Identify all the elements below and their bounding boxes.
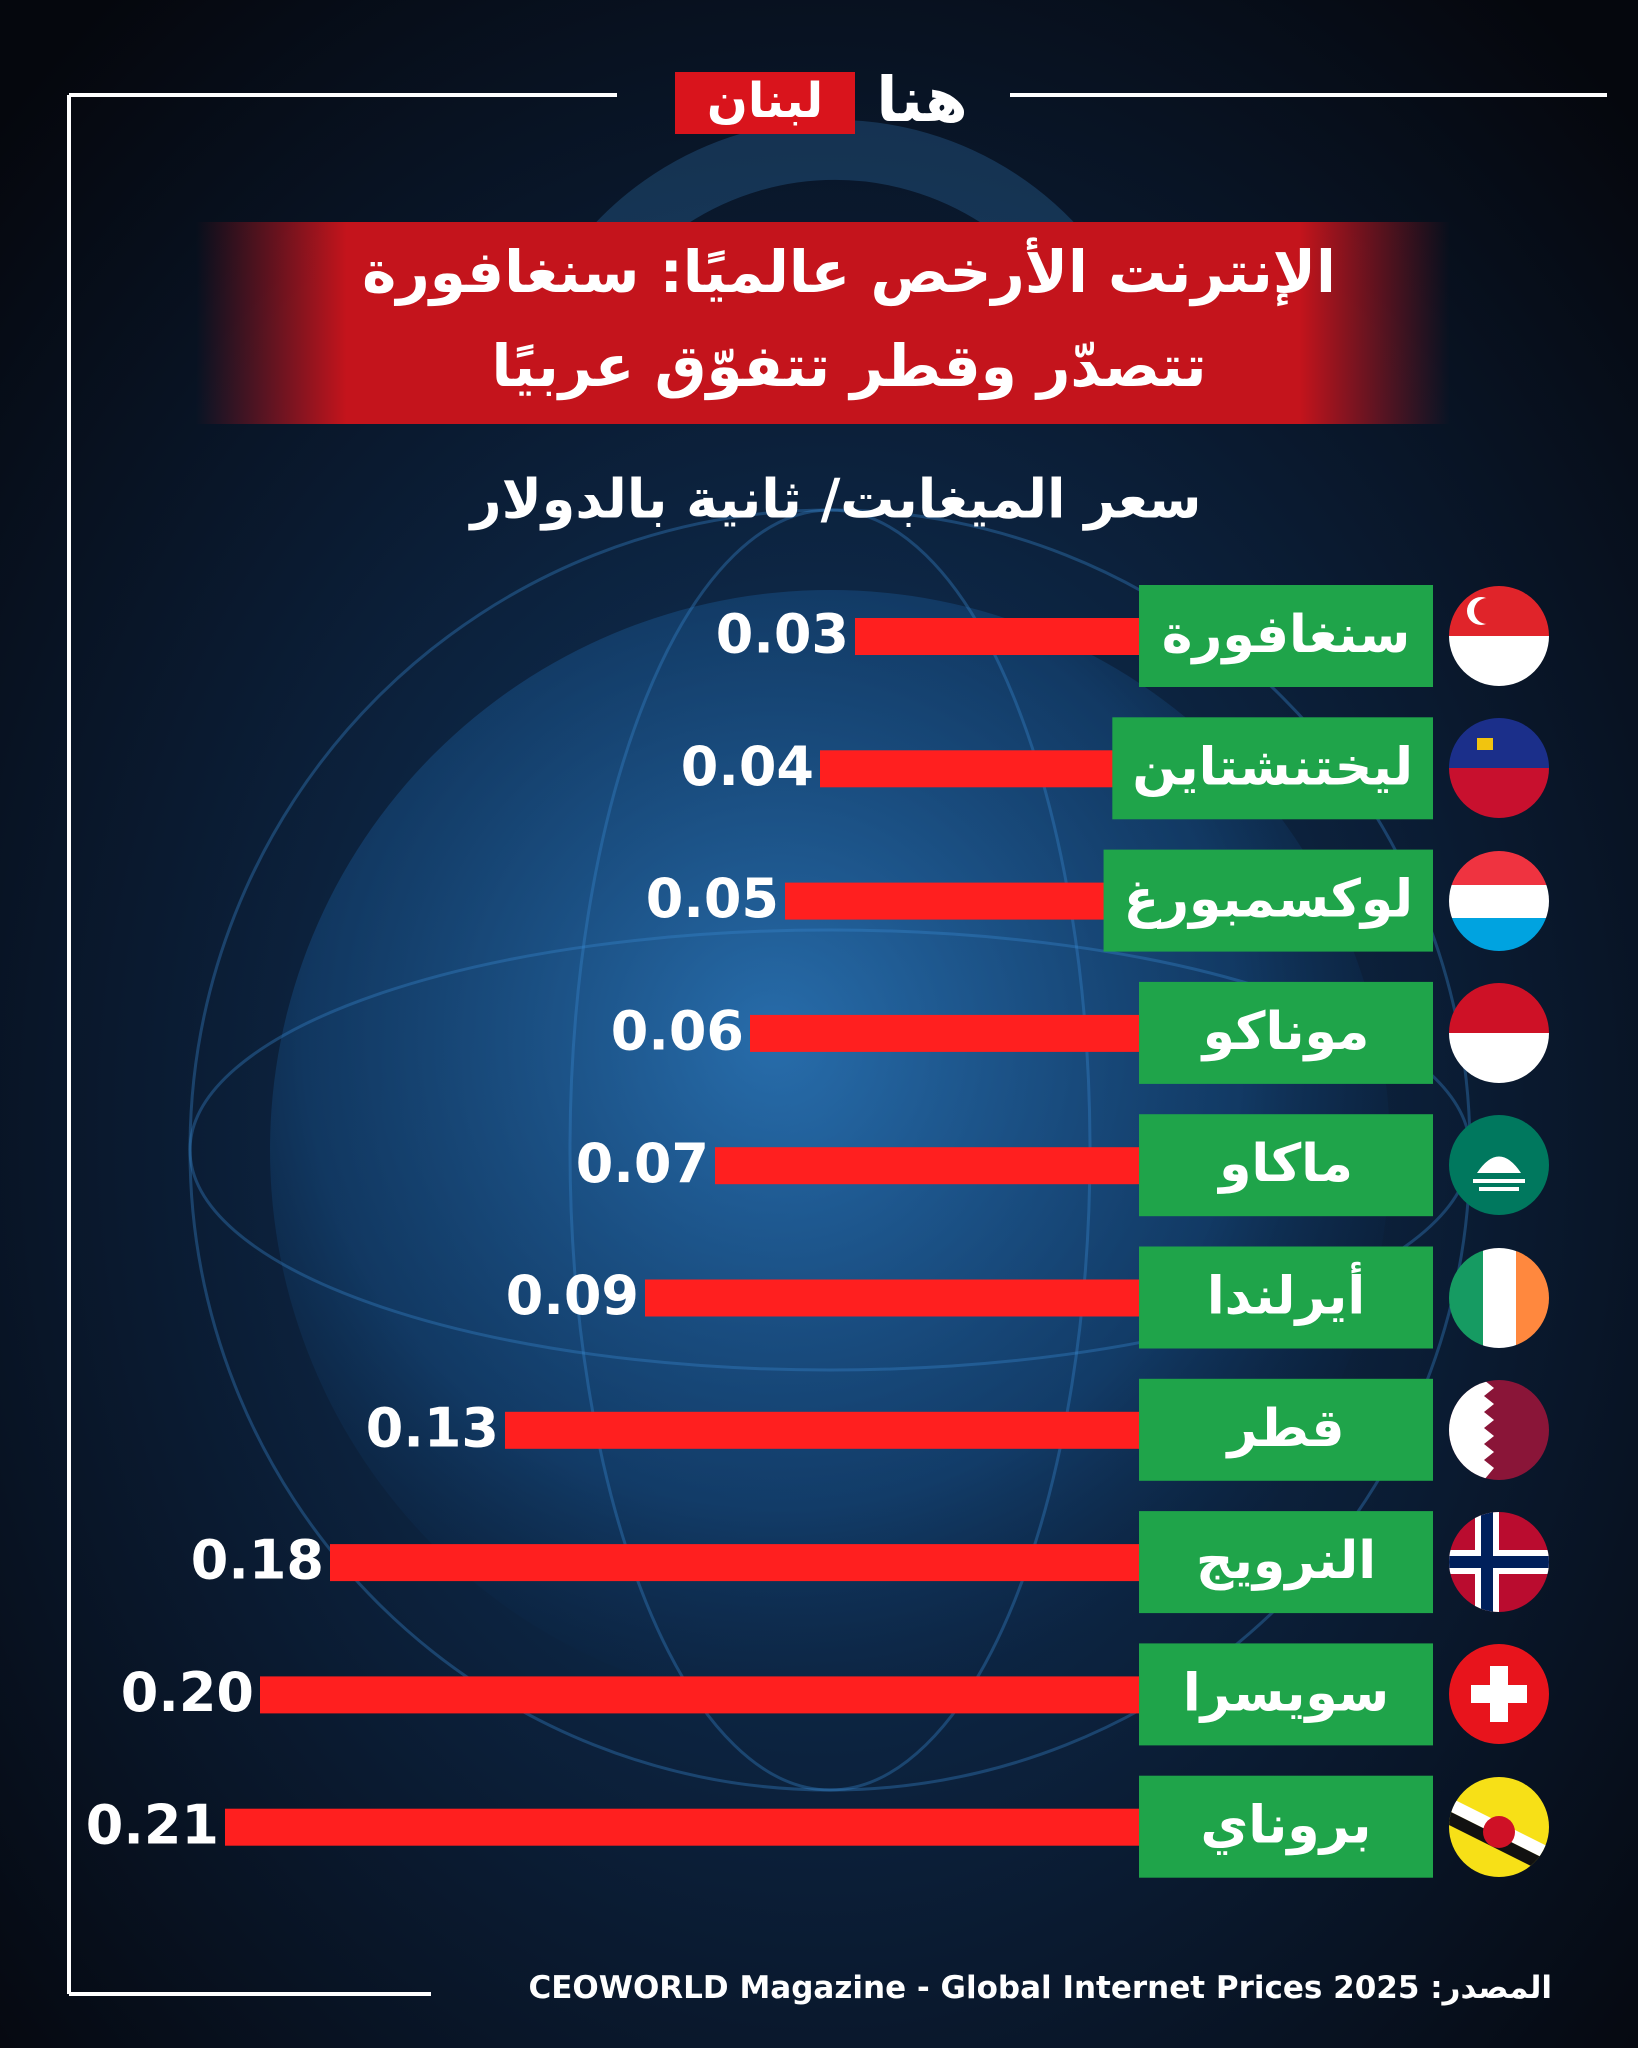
- bar: [225, 1808, 1160, 1846]
- category-box: [1139, 1246, 1433, 1349]
- category-label: سنغافورة: [1162, 605, 1411, 665]
- category-box: [1139, 1775, 1433, 1878]
- bar: [750, 1014, 1160, 1052]
- category-label: ليختنشتاين: [1132, 737, 1413, 797]
- bars: سنغافورة 0.03 ليختنشتاين 0.04 لوكسمبورغ 0.05 م…: [86, 585, 1433, 1878]
- category-box: [1139, 1643, 1433, 1746]
- bar: [715, 1147, 1160, 1185]
- value-label: 0.21: [86, 1793, 219, 1856]
- category-box: [1112, 717, 1433, 820]
- category-label: ماكاو: [1216, 1134, 1353, 1194]
- value-label: 0.13: [366, 1396, 499, 1459]
- value-label: 0.07: [576, 1132, 709, 1195]
- value-label: 0.05: [646, 867, 779, 930]
- category-label: بروناي: [1201, 1796, 1372, 1856]
- category-box: [1139, 585, 1433, 687]
- category-label: النرويج: [1196, 1531, 1376, 1591]
- bar: [820, 750, 1160, 788]
- category-box: [1139, 1378, 1433, 1481]
- source: المصدر: CEOWORLD Magazine - Global Inter…: [528, 1970, 1552, 2006]
- chart-title: تتصدّر وقطر تتفوّق عربيًا: [491, 332, 1206, 401]
- category-box: [1139, 1511, 1433, 1614]
- category-label: سويسرا: [1183, 1663, 1389, 1723]
- bar: [645, 1279, 1160, 1317]
- value-label: 0.09: [506, 1264, 639, 1327]
- value-label: 0.04: [681, 735, 814, 798]
- bar: [855, 618, 1160, 655]
- chart-title: الإنترنت الأرخص عالميًا: سنغافورة: [362, 237, 1336, 307]
- bar: [330, 1544, 1160, 1582]
- category-label: قطر: [1224, 1399, 1344, 1459]
- logo-text: هنا: [876, 63, 968, 136]
- frame: [67, 93, 1607, 1996]
- logo-text: لبنان: [707, 73, 823, 129]
- bar: [785, 882, 1160, 920]
- category-label: أيرلندا: [1207, 1262, 1365, 1327]
- logo: لبنان هنا: [675, 63, 968, 136]
- category-label: موناكو: [1200, 1002, 1370, 1062]
- bar: [505, 1411, 1160, 1449]
- category-box: [1103, 849, 1433, 952]
- value-label: 0.06: [611, 1000, 744, 1063]
- title-band: [196, 222, 1450, 424]
- value-label: 0.03: [716, 603, 849, 666]
- value-label: 0.20: [121, 1661, 254, 1724]
- value-label: 0.18: [191, 1529, 324, 1592]
- category-box: [1139, 981, 1433, 1084]
- category-box: [1139, 1114, 1433, 1217]
- bar: [260, 1676, 1160, 1714]
- category-label: لوكسمبورغ: [1124, 870, 1413, 930]
- chart-subtitle: سعر الميغابت/ ثانية بالدولار: [467, 468, 1201, 531]
